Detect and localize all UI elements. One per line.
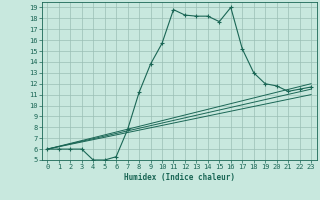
X-axis label: Humidex (Indice chaleur): Humidex (Indice chaleur): [124, 173, 235, 182]
